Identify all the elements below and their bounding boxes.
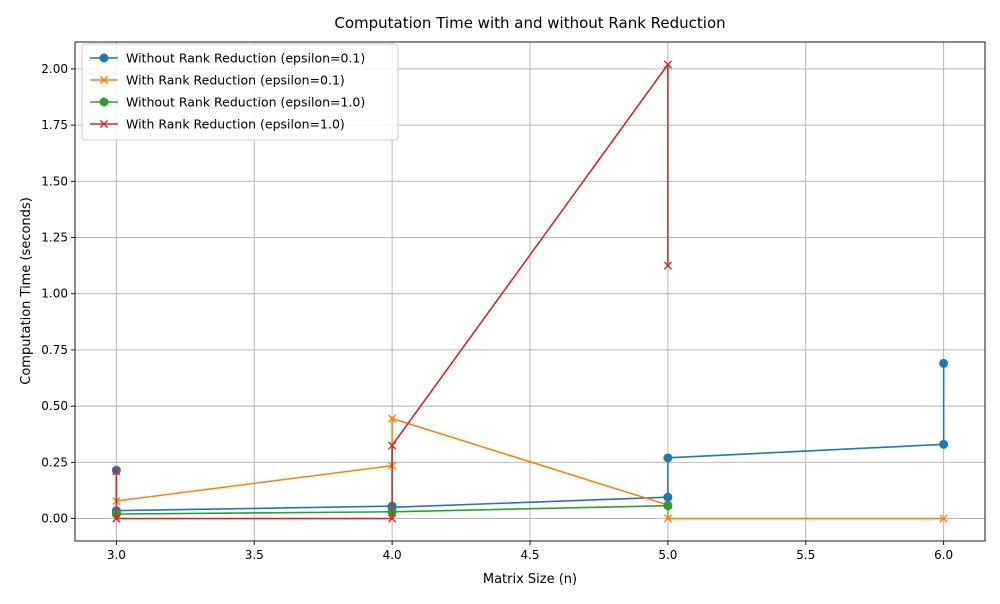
legend-box [81, 43, 399, 141]
legend-label: Without Rank Reduction (epsilon=1.0) [126, 95, 365, 110]
legend-marker [99, 53, 109, 63]
y-tick-label: 2.00 [41, 62, 68, 76]
chart-title: Computation Time with and without Rank R… [334, 14, 725, 32]
legend-item: Without Rank Reduction (epsilon=0.1) [90, 51, 365, 66]
y-tick-label: 1.00 [41, 287, 68, 301]
x-tick-label: 4.5 [520, 548, 539, 562]
y-tick-label: 1.75 [41, 118, 68, 132]
data-point [112, 514, 121, 523]
data-point [939, 439, 949, 449]
legend-marker [99, 75, 109, 85]
legend-label: Without Rank Reduction (epsilon=0.1) [126, 51, 365, 66]
data-point [663, 514, 672, 523]
data-point [388, 514, 397, 523]
x-tick-label: 5.0 [658, 548, 677, 562]
y-tick-label: 0.00 [41, 512, 68, 526]
x-tick-label: 6.0 [934, 548, 953, 562]
series-layer [111, 60, 949, 523]
data-point [388, 441, 397, 450]
x-axis-label: Matrix Size (n) [483, 572, 577, 587]
x-tick-label: 3.0 [107, 548, 126, 562]
legend-marker [99, 119, 109, 129]
legend-label: With Rank Reduction (epsilon=0.1) [126, 73, 345, 88]
legend-marker [99, 97, 109, 107]
data-point [388, 414, 397, 423]
y-tick-label: 0.50 [41, 399, 68, 413]
legend-label: With Rank Reduction (epsilon=1.0) [126, 117, 345, 132]
data-point [663, 501, 673, 511]
data-point [112, 467, 121, 476]
data-point [939, 514, 948, 523]
data-point [663, 261, 672, 270]
series-line [115, 63, 669, 520]
x-tick-label: 3.5 [245, 548, 264, 562]
y-tick-label: 1.25 [41, 231, 68, 245]
x-tick-label: 4.0 [383, 548, 402, 562]
data-point [663, 492, 673, 502]
legend-item: With Rank Reduction (epsilon=0.1) [90, 73, 345, 88]
data-point [939, 358, 949, 368]
data-point [663, 60, 672, 69]
data-point [663, 453, 673, 463]
y-axis-label: Computation Time (seconds) [19, 197, 34, 385]
series-4 [112, 60, 672, 523]
legend: Without Rank Reduction (epsilon=0.1) With… [81, 43, 399, 141]
y-tick-label: 0.75 [41, 343, 68, 357]
y-tick-label: 0.25 [41, 455, 68, 469]
x-tick-label: 5.5 [796, 548, 815, 562]
legend-item: With Rank Reduction (epsilon=1.0) [90, 117, 345, 132]
axis-ticks: 3.0 3.5 4.0 4.5 5.0 5.5 6.0 0.00 0.25 0.50 0.75 1.0… [41, 62, 953, 562]
legend-item: Without Rank Reduction (epsilon=1.0) [90, 95, 365, 110]
y-tick-label: 1.50 [41, 174, 68, 188]
